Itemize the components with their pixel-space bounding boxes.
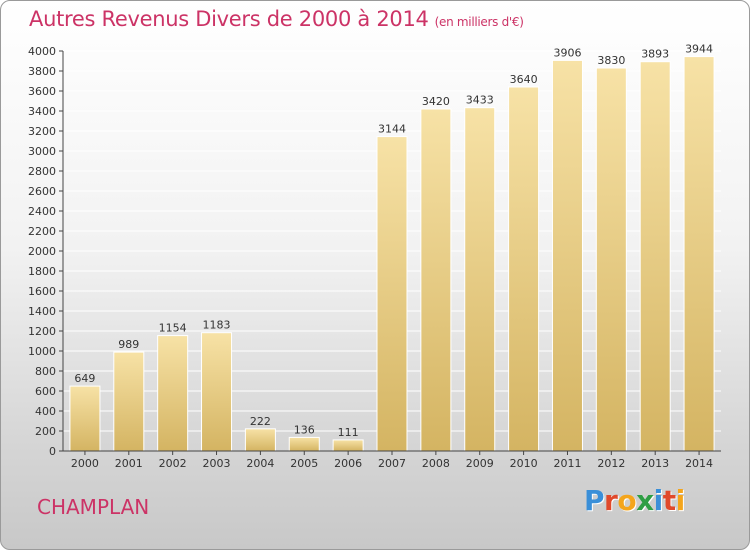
value-label: 3893 — [641, 48, 669, 61]
y-tick-label: 2600 — [28, 185, 56, 198]
bars — [69, 56, 715, 452]
y-tick-label: 2800 — [28, 165, 56, 178]
logo-letter: i — [675, 484, 686, 517]
value-label: 3830 — [597, 54, 625, 67]
y-tick-label: 3800 — [28, 65, 56, 78]
y-tick-label: 800 — [35, 365, 56, 378]
bar — [464, 107, 496, 452]
y-tick-label: 1800 — [28, 265, 56, 278]
x-tick-label: 2006 — [334, 457, 362, 470]
logo-letter: x — [636, 484, 654, 517]
y-axis-ticks: 0 200 400 600 800 1000 1200 1400 1600 1800 2000 220… — [28, 45, 63, 458]
y-tick-label: 400 — [35, 405, 56, 418]
y-tick-label: 3400 — [28, 105, 56, 118]
x-tick-label: 2014 — [685, 457, 713, 470]
y-tick-label: 2400 — [28, 205, 56, 218]
x-tick-label: 2002 — [159, 457, 187, 470]
axes — [62, 51, 721, 452]
x-tick-label: 2009 — [466, 457, 494, 470]
value-label: 1183 — [203, 319, 231, 332]
value-label: 3944 — [685, 43, 713, 56]
x-tick-label: 2000 — [71, 457, 99, 470]
y-tick-label: 1600 — [28, 285, 56, 298]
x-tick-label: 2013 — [641, 457, 669, 470]
chart-title-text: Autres Revenus Divers de 2000 à 2014 — [29, 7, 429, 31]
bar — [288, 436, 320, 452]
logo-letter: t — [662, 484, 676, 517]
value-label: 1154 — [159, 322, 187, 335]
y-tick-label: 4000 — [28, 45, 56, 58]
value-label: 111 — [338, 426, 359, 439]
logo-letter: o — [617, 484, 637, 517]
logo-letter: i — [653, 484, 664, 517]
x-tick-label: 2010 — [510, 457, 538, 470]
value-label: 222 — [250, 415, 271, 428]
x-tick-label: 2004 — [246, 457, 274, 470]
x-tick-label: 2012 — [597, 457, 625, 470]
y-tick-label: 3600 — [28, 85, 56, 98]
value-label: 136 — [294, 423, 315, 436]
y-tick-label: 600 — [35, 385, 56, 398]
y-tick-label: 1200 — [28, 325, 56, 338]
logo-letter: P — [584, 484, 605, 517]
y-tick-label: 1000 — [28, 345, 56, 358]
bar — [157, 335, 189, 452]
chart-title: Autres Revenus Divers de 2000 à 2014 (en … — [29, 7, 524, 31]
y-tick-label: 3200 — [28, 125, 56, 138]
y-tick-label: 2000 — [28, 245, 56, 258]
bar — [639, 61, 671, 452]
y-tick-label: 1400 — [28, 305, 56, 318]
bar — [201, 332, 233, 452]
value-label: 3640 — [510, 73, 538, 86]
value-label: 3420 — [422, 95, 450, 108]
proxiti-logo: Proxiti — [584, 484, 685, 517]
x-tick-label: 2001 — [115, 457, 143, 470]
y-tick-label: 3000 — [28, 145, 56, 158]
x-tick-label: 2007 — [378, 457, 406, 470]
bar — [683, 56, 715, 452]
bar — [113, 351, 145, 452]
y-tick-label: 0 — [49, 445, 56, 458]
y-tick-label: 2200 — [28, 225, 56, 238]
x-axis-ticks: 2000 2001 2002 2003 2004 2005 2006 2007 2008 2009… — [71, 451, 713, 470]
city-name: CHAMPLAN — [37, 495, 150, 519]
bar — [420, 108, 452, 452]
bar — [244, 428, 276, 452]
value-label: 989 — [118, 338, 139, 351]
value-label: 649 — [74, 372, 95, 385]
bar — [508, 86, 540, 452]
x-tick-label: 2005 — [290, 457, 318, 470]
bar — [551, 59, 583, 452]
logo-letter: r — [604, 484, 618, 517]
value-labels: 649 989 1154 1183 222 136 111 3144 3420 3433 3640 3… — [74, 43, 713, 439]
x-tick-label: 2008 — [422, 457, 450, 470]
bar — [69, 385, 101, 452]
y-tick-label: 200 — [35, 425, 56, 438]
bar — [595, 67, 627, 452]
x-tick-label: 2003 — [203, 457, 231, 470]
value-label: 3433 — [466, 94, 494, 107]
bar — [376, 136, 408, 452]
value-label: 3144 — [378, 123, 406, 136]
x-tick-label: 2011 — [553, 457, 581, 470]
value-label: 3906 — [553, 46, 581, 59]
bar — [332, 439, 364, 452]
chart-unit: (en milliers d'€) — [434, 15, 524, 29]
